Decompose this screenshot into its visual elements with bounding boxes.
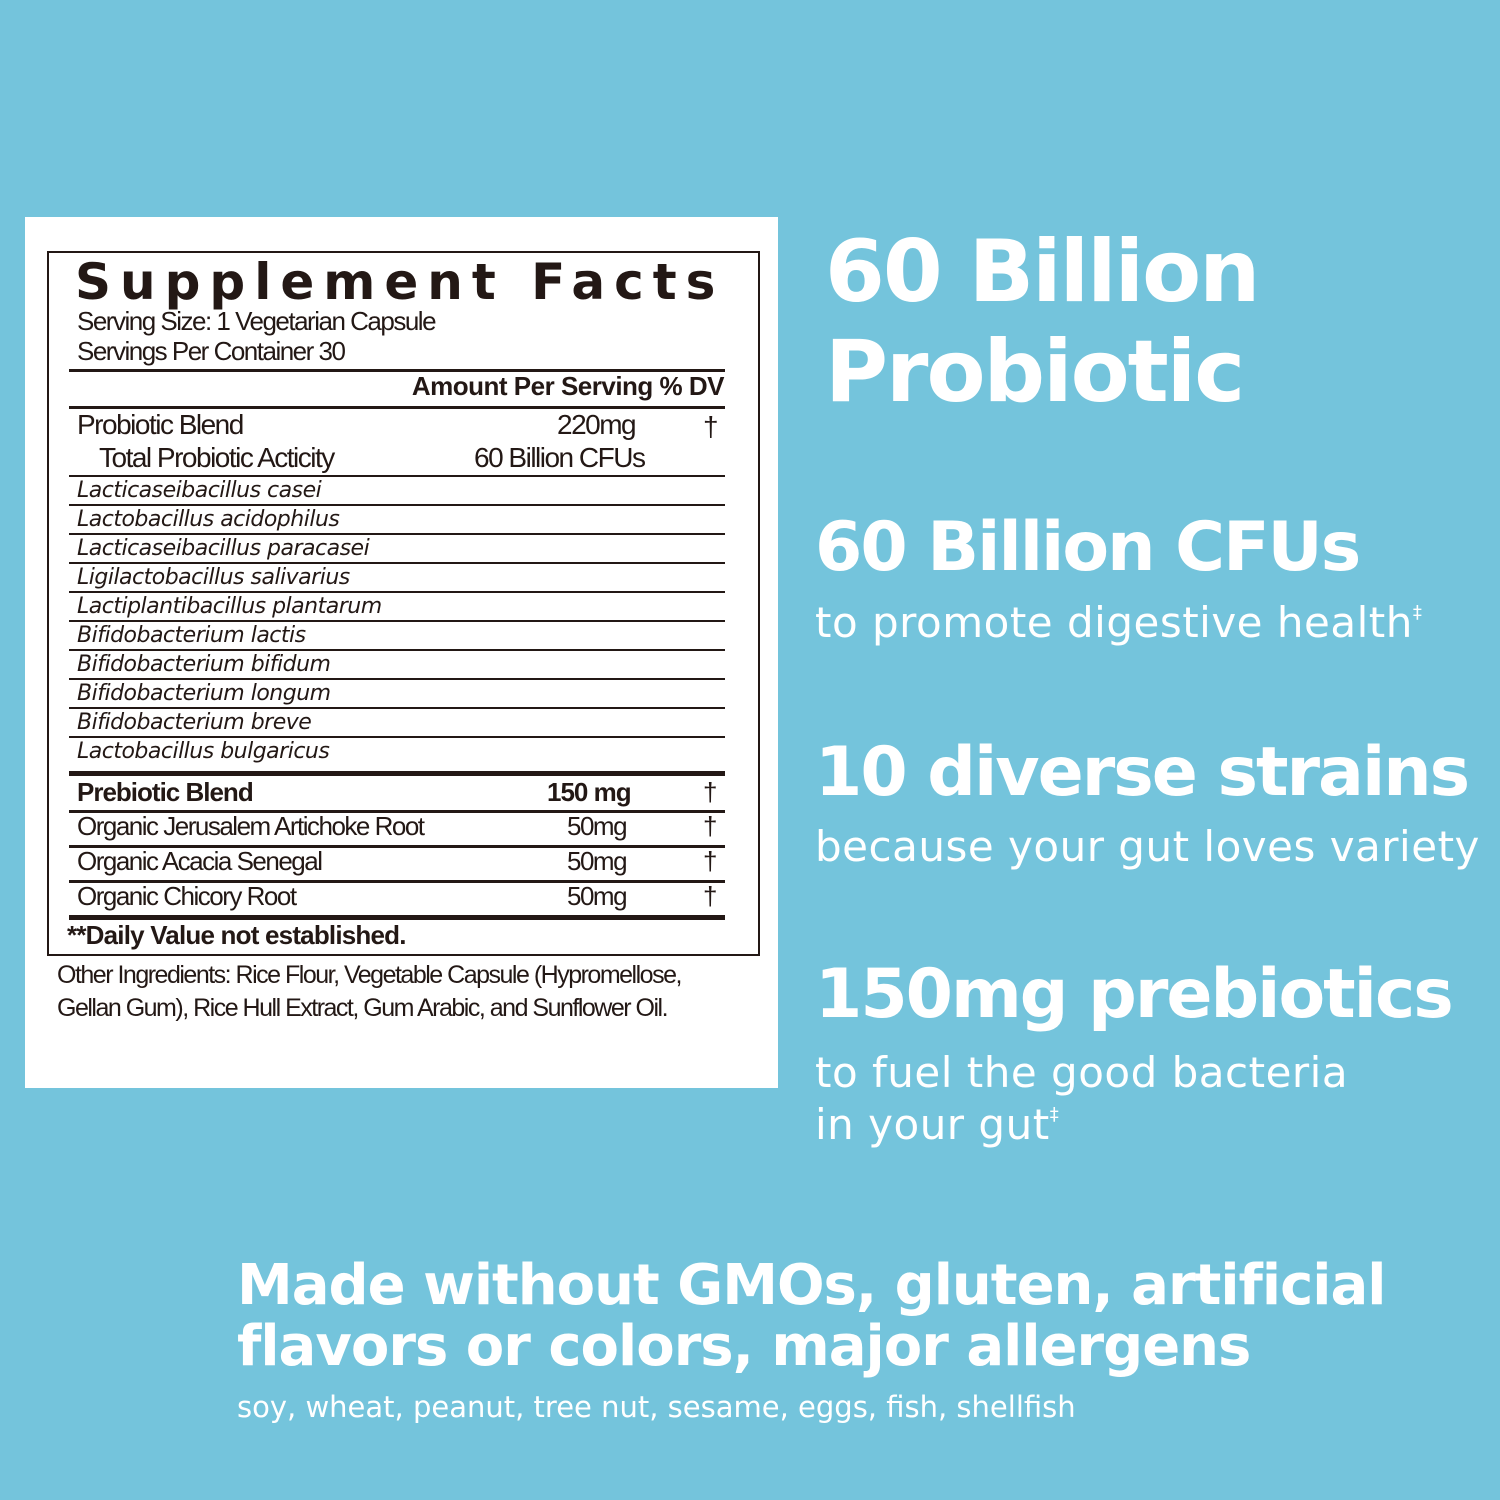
prebiotic-dv: †: [703, 881, 717, 911]
strain-item: Lactobacillus acidophilus: [77, 507, 340, 532]
strain-item: Bifidobacterium breve: [77, 710, 312, 735]
column-header: Amount Per Serving % DV: [411, 371, 725, 401]
supplement-facts-panel: Supplement Facts Serving Size: 1 Vegetar…: [25, 217, 778, 1088]
bottom-claim-1: Made without GMOs, gluten, artificial: [237, 1253, 1386, 1318]
probiotic-blend-amount: 220mg: [557, 409, 637, 440]
other-ingredients-2: Gellan Gum), Rice Hull Extract, Gum Arab…: [57, 994, 669, 1022]
cfu-title: 60 Billion CFUs: [815, 508, 1361, 587]
divider: [69, 880, 725, 883]
divider: [69, 736, 725, 738]
label-title: Supplement Facts: [75, 253, 725, 311]
prebiotic-blend-amount: 150 mg: [547, 777, 632, 807]
divider: [69, 915, 725, 920]
divider: [69, 649, 725, 651]
other-ingredients-1: Other Ingredients: Rice Flour, Vegetable…: [57, 961, 682, 989]
divider: [69, 707, 725, 709]
headline-line-2: Probiotic: [825, 322, 1245, 422]
divider: [69, 475, 725, 477]
divider: [69, 533, 725, 535]
strain-item: Bifidobacterium bifidum: [77, 652, 331, 677]
strain-item: Lactobacillus bulgaricus: [77, 739, 330, 764]
cfu-footnote-mark: ‡: [1412, 602, 1423, 623]
activity-amount: 60 Billion CFUs: [474, 442, 646, 473]
prebiotic-amount: 50mg: [567, 811, 628, 841]
strain-item: Bifidobacterium lactis: [77, 623, 306, 648]
servings-per-container: Servings Per Container 30: [77, 336, 346, 366]
strains-subtitle: because your gut loves variety: [815, 822, 1480, 871]
supplement-facts-box: Supplement Facts Serving Size: 1 Vegetar…: [47, 251, 760, 956]
headline-line-1: 60 Billion: [825, 222, 1260, 322]
prebiotic-subtitle-2-text: in your gut: [815, 1100, 1050, 1149]
prebiotic-dv: †: [703, 777, 717, 807]
divider: [69, 845, 725, 848]
prebiotic-amount: 50mg: [567, 846, 628, 876]
divider: [69, 406, 725, 409]
prebiotic-title: 150mg prebiotics: [815, 955, 1454, 1034]
prebiotic-subtitle-1: to fuel the good bacteria: [815, 1048, 1349, 1097]
prebiotic-dv: †: [703, 811, 717, 841]
prebiotic-name: Organic Chicory Root: [77, 881, 297, 911]
bottom-claim-2: flavors or colors, major allergens: [237, 1314, 1251, 1379]
daily-value-footnote: **Daily Value not established.: [67, 920, 406, 950]
strains-title: 10 diverse strains: [815, 733, 1470, 812]
probiotic-blend-name: Probiotic Blend: [77, 409, 244, 440]
prebiotic-amount: 50mg: [567, 881, 628, 911]
strain-item: Lacticaseibacillus casei: [77, 478, 322, 503]
cfu-subtitle-text: to promote digestive health: [815, 598, 1413, 647]
prebiotic-dv: †: [703, 846, 717, 876]
strain-item: Lactiplantibacillus plantarum: [77, 594, 382, 619]
cfu-subtitle: to promote digestive health‡: [815, 598, 1422, 647]
divider: [69, 620, 725, 622]
strain-item: Ligilactobacillus salivarius: [77, 565, 350, 590]
divider: [69, 504, 725, 506]
divider: [69, 810, 725, 813]
serving-size: Serving Size: 1 Vegetarian Capsule: [77, 306, 437, 336]
prebiotic-subtitle-2: in your gut‡: [815, 1100, 1059, 1149]
prebiotic-name: Organic Jerusalem Artichoke Root: [77, 811, 425, 841]
prebiotic-footnote-mark: ‡: [1049, 1104, 1060, 1125]
divider: [69, 678, 725, 680]
activity-name: Total Probiotic Acticity: [99, 442, 335, 473]
strain-item: Lacticaseibacillus paracasei: [77, 536, 370, 561]
prebiotic-blend-name: Prebiotic Blend: [77, 777, 254, 807]
probiotic-dv: †: [703, 411, 719, 442]
divider: [69, 771, 725, 776]
allergen-list: soy, wheat, peanut, tree nut, sesame, eg…: [237, 1390, 1076, 1424]
divider: [69, 562, 725, 564]
divider: [69, 591, 725, 593]
prebiotic-name: Organic Acacia Senegal: [77, 846, 323, 876]
strain-item: Bifidobacterium longum: [77, 681, 331, 706]
divider: [69, 369, 725, 372]
